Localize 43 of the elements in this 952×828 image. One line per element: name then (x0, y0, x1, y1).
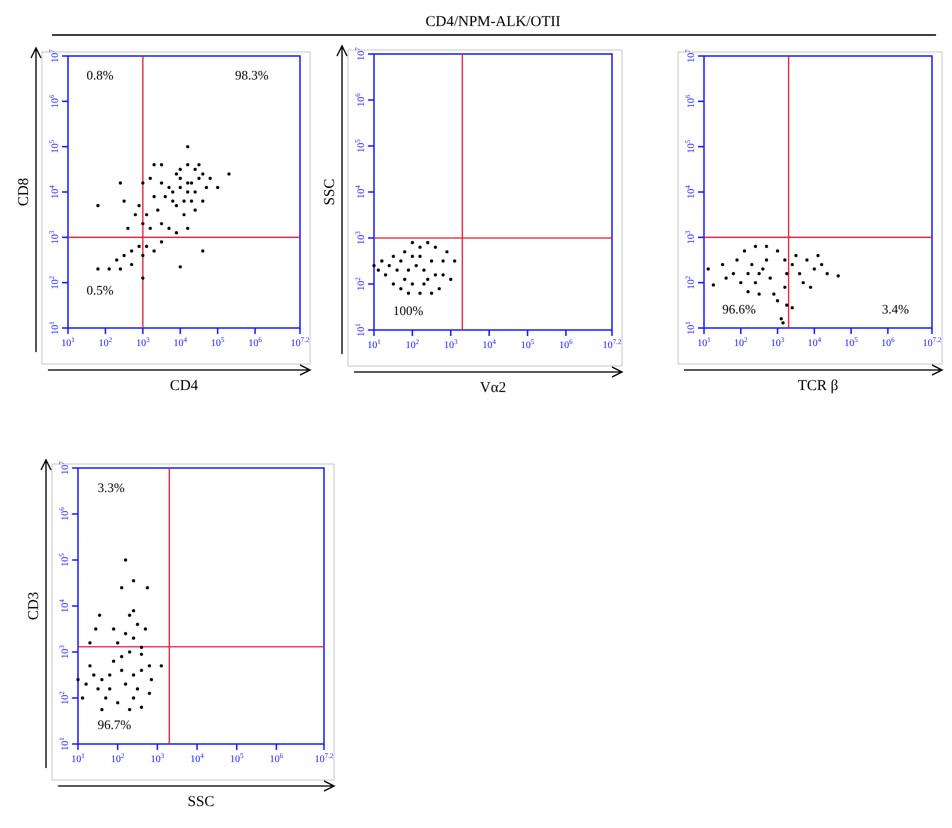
x-tick-label: 10$^{3}$ (770, 336, 785, 349)
x-tick-label: 10$^{3}$ (444, 338, 458, 351)
x-tick-label: 10$^{5}$ (230, 752, 244, 765)
x-axis-title: CD4 (170, 378, 199, 394)
x-tick-label: 10$^{7.2}$ (290, 336, 310, 349)
x-tick-label: 10$^{2}$ (734, 336, 748, 349)
annotation: 98.3% (235, 68, 269, 83)
annotation: 96.6% (722, 302, 756, 317)
y-axis-title: CD8 (16, 178, 32, 206)
x-tick-label: 10$^{7.2}$ (922, 336, 942, 349)
x-axis-title: SSC (188, 794, 214, 810)
x-tick-label: 10$^{6}$ (248, 336, 262, 349)
x-axis-title: Vα2 (480, 380, 506, 396)
x-tick-label: 10$^{4}$ (482, 338, 496, 351)
x-tick-label: 10$^{4}$ (174, 336, 188, 349)
x-tick-label: 10$^{1}$ (697, 336, 712, 349)
annotation: 96.7% (98, 717, 132, 732)
y-axis-title: SSC (322, 178, 338, 206)
x-tick-label: 10$^{4}$ (190, 752, 204, 765)
x-tick-label: 10$^{6}$ (881, 336, 896, 349)
x-tick-label: 10$^{5}$ (210, 336, 225, 349)
x-tick-label: 10$^{7.2}$ (314, 752, 334, 765)
annotation: 100% (393, 303, 424, 318)
x-tick-label: 10$^{3}$ (150, 752, 165, 765)
x-tick-label: 10$^{5}$ (520, 338, 535, 351)
annotation: 3.3% (98, 480, 125, 495)
x-tick-label: 10$^{6}$ (559, 338, 574, 351)
x-tick-label: 10$^{2}$ (406, 338, 420, 351)
chart-title: CD4/NPM-ALK/OTII (426, 14, 560, 30)
annotation: 3.4% (882, 302, 910, 317)
x-tick-label: 10$^{3}$ (136, 336, 150, 349)
x-tick-label: 10$^{2}$ (98, 336, 113, 349)
x-tick-label: 10$^{1}$ (367, 338, 382, 351)
x-tick-label: 10$^{7.2}$ (602, 338, 622, 351)
x-tick-label: 10$^{6}$ (270, 752, 284, 765)
annotation: 0.8% (86, 68, 114, 83)
x-tick-label: 10$^{2}$ (110, 752, 125, 765)
y-axis-title: CD3 (26, 592, 42, 620)
x-tick-label: 10$^{4}$ (808, 336, 822, 349)
x-tick-label: 10$^{5}$ (844, 336, 858, 349)
x-axis-title: TCR β (798, 378, 838, 394)
x-tick-label: 10$^{1}$ (71, 752, 86, 765)
annotation: 0.5% (86, 282, 114, 298)
